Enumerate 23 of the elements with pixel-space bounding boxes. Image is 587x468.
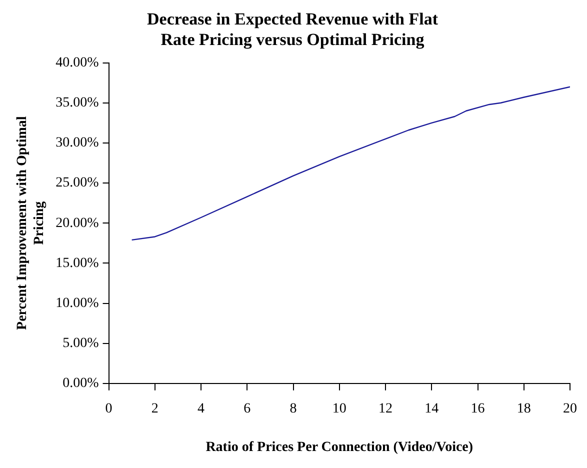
y-tick-label: 15.00% xyxy=(56,256,100,271)
y-axis-title: Percent Improvement with Optimal Pricing xyxy=(15,116,47,330)
x-tick-label: 2 xyxy=(151,401,158,416)
x-tick-label: 0 xyxy=(105,401,112,416)
x-tick-label: 4 xyxy=(198,401,205,416)
y-tick-label: 5.00% xyxy=(62,336,100,351)
chart-title: Decrease in Expected Revenue with Flat Rate Pricing versus Optimal Pricing xyxy=(147,10,438,49)
x-tick-label: 12 xyxy=(378,401,393,416)
x-tick-label: 20 xyxy=(563,401,577,416)
y-tick-label: 35.00% xyxy=(56,96,100,111)
x-tick-label: 18 xyxy=(516,401,531,416)
y-tick-label: 10.00% xyxy=(56,296,100,311)
x-tick-label: 10 xyxy=(332,401,346,416)
x-axis-title: Ratio of Prices Per Connection (Video/Voice) xyxy=(206,440,474,456)
x-tick-label: 14 xyxy=(424,401,439,416)
x-tick-label: 6 xyxy=(244,401,251,416)
y-tick-label: 30.00% xyxy=(56,136,100,151)
y-tick-label: 20.00% xyxy=(56,216,100,231)
y-tick-label: 0.00% xyxy=(62,376,100,392)
y-tick-label: 40.00% xyxy=(56,55,100,70)
x-tick-label: 8 xyxy=(290,401,297,416)
y-tick-label: 25.00% xyxy=(56,176,100,191)
x-tick-label: 16 xyxy=(470,401,485,416)
